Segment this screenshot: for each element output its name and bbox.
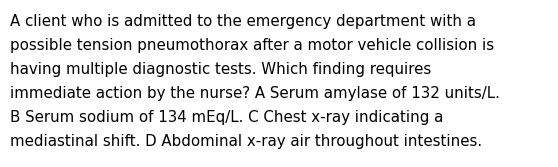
Text: immediate action by the nurse? A Serum amylase of 132 units/L.: immediate action by the nurse? A Serum a… xyxy=(10,86,500,101)
Text: possible tension pneumothorax after a motor vehicle collision is: possible tension pneumothorax after a mo… xyxy=(10,38,494,53)
Text: having multiple diagnostic tests. Which finding requires: having multiple diagnostic tests. Which … xyxy=(10,62,431,77)
Text: A client who is admitted to the emergency department with a: A client who is admitted to the emergenc… xyxy=(10,14,476,29)
Text: mediastinal shift. D Abdominal x-ray air throughout intestines.: mediastinal shift. D Abdominal x-ray air… xyxy=(10,134,482,149)
Text: B Serum sodium of 134 mEq/L. C Chest x-ray indicating a: B Serum sodium of 134 mEq/L. C Chest x-r… xyxy=(10,110,444,125)
